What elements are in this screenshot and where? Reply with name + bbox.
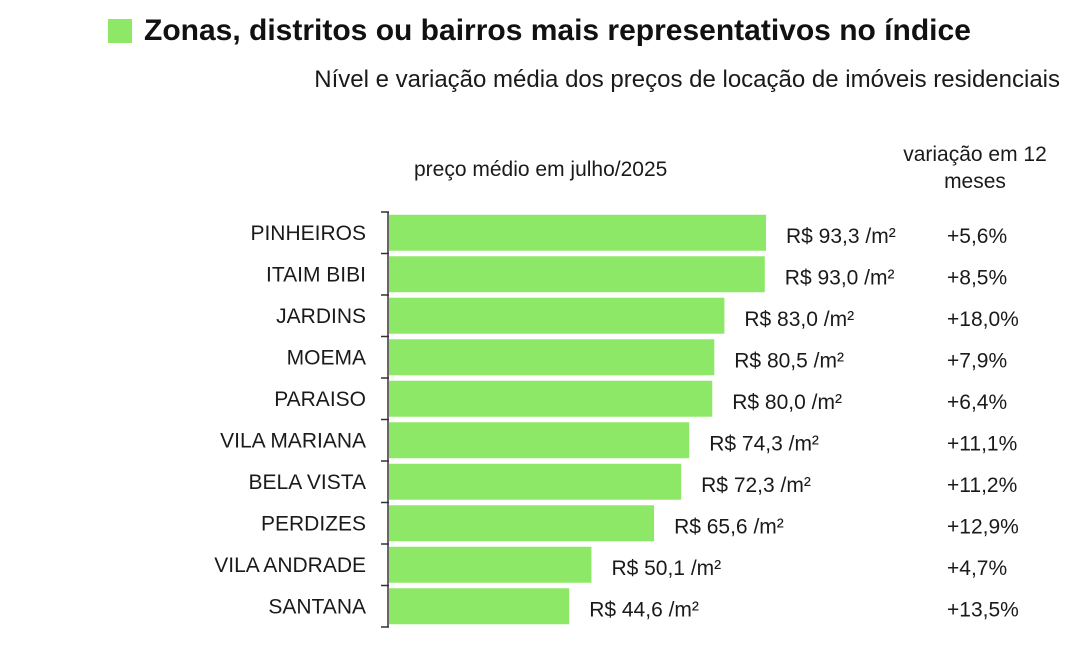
- bar: [389, 214, 766, 251]
- value-label: R$ 93,0 /m²: [785, 266, 895, 289]
- variation-label: +6,4%: [947, 391, 1007, 414]
- value-label: R$ 83,0 /m²: [744, 308, 854, 331]
- value-label: R$ 72,3 /m²: [701, 474, 811, 497]
- category-label: ITAIM BIBI: [266, 263, 366, 286]
- value-label: R$ 93,3 /m²: [786, 225, 896, 248]
- chart-title: Zonas, distritos ou bairros mais represe…: [144, 14, 971, 47]
- bar: [389, 380, 713, 417]
- category-label: JARDINS: [276, 305, 366, 328]
- value-label: R$ 65,6 /m²: [674, 515, 784, 538]
- value-label: R$ 80,5 /m²: [734, 349, 844, 372]
- category-label: PERDIZES: [261, 512, 366, 535]
- category-label: BELA VISTA: [249, 471, 367, 494]
- variation-label: +12,9%: [947, 515, 1019, 538]
- category-label: SANTANA: [268, 595, 366, 618]
- chart-title-block: Zonas, distritos ou bairros mais represe…: [108, 14, 971, 48]
- variation-label: +5,6%: [947, 225, 1007, 248]
- bar: [389, 339, 715, 376]
- value-label: R$ 50,1 /m²: [611, 557, 721, 580]
- value-label: R$ 74,3 /m²: [709, 432, 819, 455]
- variation-label: +11,1%: [947, 432, 1017, 455]
- bar: [389, 588, 570, 625]
- bar: [389, 505, 655, 542]
- variation-column-header: variação em 12 meses: [903, 143, 1047, 193]
- variation-label: +13,5%: [947, 598, 1019, 621]
- category-label: PINHEIROS: [250, 222, 366, 245]
- variation-label: +18,0%: [947, 308, 1019, 331]
- price-column-header: preço médio em julho/2025: [414, 158, 668, 181]
- variation-label: +7,9%: [947, 349, 1007, 372]
- bar: [389, 463, 682, 500]
- variation-label: +8,5%: [947, 266, 1007, 289]
- variation-label: +4,7%: [947, 557, 1007, 580]
- value-label: R$ 44,6 /m²: [589, 598, 699, 621]
- bar: [389, 546, 592, 583]
- bar: [389, 422, 690, 459]
- value-label: R$ 80,0 /m²: [732, 391, 842, 414]
- bar: [389, 297, 725, 334]
- category-label: PARAISO: [274, 388, 366, 411]
- title-square-icon: [108, 19, 132, 43]
- category-label: MOEMA: [287, 346, 366, 369]
- category-label: VILA ANDRADE: [214, 554, 366, 577]
- bar: [389, 256, 765, 293]
- variation-label: +11,2%: [947, 474, 1017, 497]
- category-label: VILA MARIANA: [220, 429, 366, 452]
- chart-subtitle: Nível e variação média dos preços de loc…: [314, 66, 1060, 93]
